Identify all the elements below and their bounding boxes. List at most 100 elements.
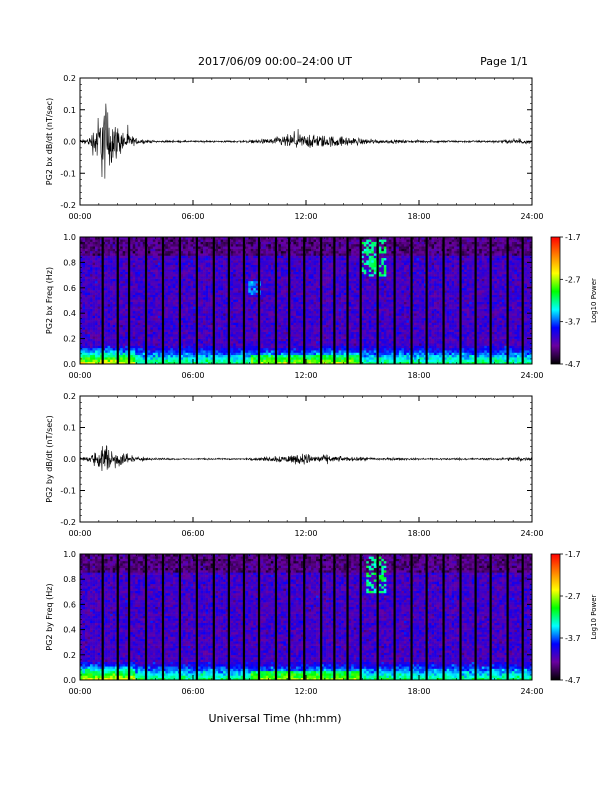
data-gap-3-23 [459, 554, 462, 680]
y-tick-label-3-3: 0.6 [63, 600, 76, 609]
x-tick-label-1-1: 06:00 [181, 371, 204, 380]
y-tick-label-2-4: 0.2 [63, 392, 76, 401]
x-tick-label-0-3: 18:00 [407, 212, 430, 221]
data-gap-1-24 [474, 237, 477, 364]
data-gap-3-5 [178, 554, 182, 680]
y-tick-label-0-2: 0.0 [63, 138, 76, 147]
data-gap-3-25 [489, 554, 492, 680]
colorbar-tick-label-1-1: -2.7 [565, 275, 581, 284]
colorbar-tick-label-3-3: -4.7 [565, 676, 581, 685]
y-tick-label-0-4: 0.2 [63, 74, 76, 83]
data-gap-3-16 [346, 554, 349, 680]
data-gap-3-14 [320, 554, 323, 680]
data-gap-1-5 [178, 237, 182, 364]
x-tick-label-2-4: 24:00 [520, 529, 543, 538]
plot-frame-1 [79, 236, 533, 365]
data-gap-3-21 [425, 554, 428, 680]
data-gap-3-0 [101, 554, 104, 680]
data-gap-3-20 [410, 554, 413, 680]
y-tick-label-2-3: 0.1 [63, 424, 76, 433]
bx-dbdt-panel: 00:00 06:00 12:00 18:00 24:00 -0.2 -0.1 0.0 0.1 0… [45, 74, 544, 221]
y-tick-label-1-4: 0.8 [63, 258, 76, 267]
series-line-0 [80, 103, 532, 179]
x-tick-label-1-0: 00:00 [68, 371, 91, 380]
x-tick-label-0-4: 24:00 [520, 212, 543, 221]
data-gap-1-3 [144, 237, 148, 364]
data-gap-1-1 [116, 237, 119, 364]
y-axis-label-2: PG2 by dB/dt (nT/sec) [45, 415, 54, 502]
data-gap-3-2 [127, 554, 131, 680]
data-gap-1-12 [288, 237, 291, 364]
colorbar-3 [550, 553, 561, 681]
y-tick-label-3-2: 0.4 [63, 626, 76, 635]
x-tick-label-3-4: 24:00 [520, 687, 543, 696]
data-gap-1-27 [521, 237, 524, 364]
data-gap-3-26 [506, 554, 509, 680]
data-gap-1-14 [320, 237, 323, 364]
plot-frame-3 [79, 553, 533, 681]
x-axis-label: Universal Time (hh:mm) [209, 712, 342, 725]
y-tick-label-3-1: 0.2 [63, 651, 76, 660]
y-axis-label-1: PG2 bx Freq (Hz) [45, 267, 54, 334]
y-tick-label-3-0: 0.0 [63, 676, 76, 685]
data-gap-3-8 [227, 554, 230, 680]
y-tick-label-1-3: 0.6 [63, 284, 76, 293]
data-gap-3-15 [333, 554, 336, 680]
x-tick-label-1-2: 12:00 [294, 371, 317, 380]
data-gap-3-27 [521, 554, 524, 680]
plot-frame-2 [79, 395, 533, 523]
data-gap-1-23 [459, 237, 462, 364]
data-gap-3-3 [144, 554, 148, 680]
data-gap-1-20 [410, 237, 413, 364]
data-gap-1-13 [303, 237, 306, 364]
page-title: 2017/06/09 00:00–24:00 UT [198, 55, 352, 68]
data-gap-1-19 [393, 237, 396, 364]
data-gap-1-10 [257, 237, 261, 364]
data-gap-3-18 [376, 554, 379, 680]
y-tick-label-0-3: 0.1 [63, 106, 76, 115]
x-tick-label-3-0: 00:00 [68, 687, 91, 696]
data-gap-1-21 [425, 237, 428, 364]
spectrogram-cells-1 [80, 237, 533, 365]
data-gap-1-8 [227, 237, 230, 364]
data-gap-1-16 [346, 237, 349, 364]
x-tick-label-0-1: 06:00 [181, 212, 204, 221]
data-gap-1-22 [442, 237, 445, 364]
y-tick-label-2-2: 0.0 [63, 455, 76, 464]
y-axis-label-3: PG2 by Freq (Hz) [45, 583, 54, 650]
data-gap-3-22 [442, 554, 445, 680]
data-gap-3-10 [257, 554, 261, 680]
by-spectrogram-panel: -1.7 -2.7 -3.7 -4.7 Log10 Power 00:00 06:00 12:… [45, 550, 598, 696]
data-gap-3-1 [116, 554, 119, 680]
x-tick-label-2-1: 06:00 [181, 529, 204, 538]
data-gap-3-9 [242, 554, 246, 680]
page-number: Page 1/1 [480, 55, 528, 68]
data-gap-1-17 [359, 237, 362, 364]
y-tick-label-2-0: -0.2 [60, 518, 76, 527]
colorbar-label-3: Log10 Power [590, 594, 598, 639]
data-gap-1-26 [506, 237, 509, 364]
x-tick-label-2-3: 18:00 [407, 529, 430, 538]
x-tick-label-0-2: 12:00 [294, 212, 317, 221]
data-gap-3-12 [288, 554, 291, 680]
y-tick-label-1-2: 0.4 [63, 309, 76, 318]
data-gap-1-25 [489, 237, 492, 364]
data-gap-3-13 [303, 554, 306, 680]
data-gap-1-7 [212, 237, 215, 364]
data-gap-1-4 [161, 237, 165, 364]
data-gap-3-19 [393, 554, 396, 680]
colorbar-tick-label-3-1: -2.7 [565, 592, 581, 601]
y-tick-label-0-0: -0.2 [60, 201, 76, 210]
data-gap-3-11 [274, 554, 278, 680]
data-gap-1-6 [195, 237, 198, 364]
data-gap-1-2 [127, 237, 131, 364]
data-gap-3-24 [474, 554, 477, 680]
y-tick-label-1-5: 1.0 [63, 233, 76, 242]
data-gap-3-4 [161, 554, 165, 680]
x-tick-label-3-1: 06:00 [181, 687, 204, 696]
data-gap-1-15 [333, 237, 336, 364]
data-gap-3-17 [359, 554, 362, 680]
x-tick-label-2-0: 00:00 [68, 529, 91, 538]
spectrogram-cells-3 [80, 554, 533, 681]
